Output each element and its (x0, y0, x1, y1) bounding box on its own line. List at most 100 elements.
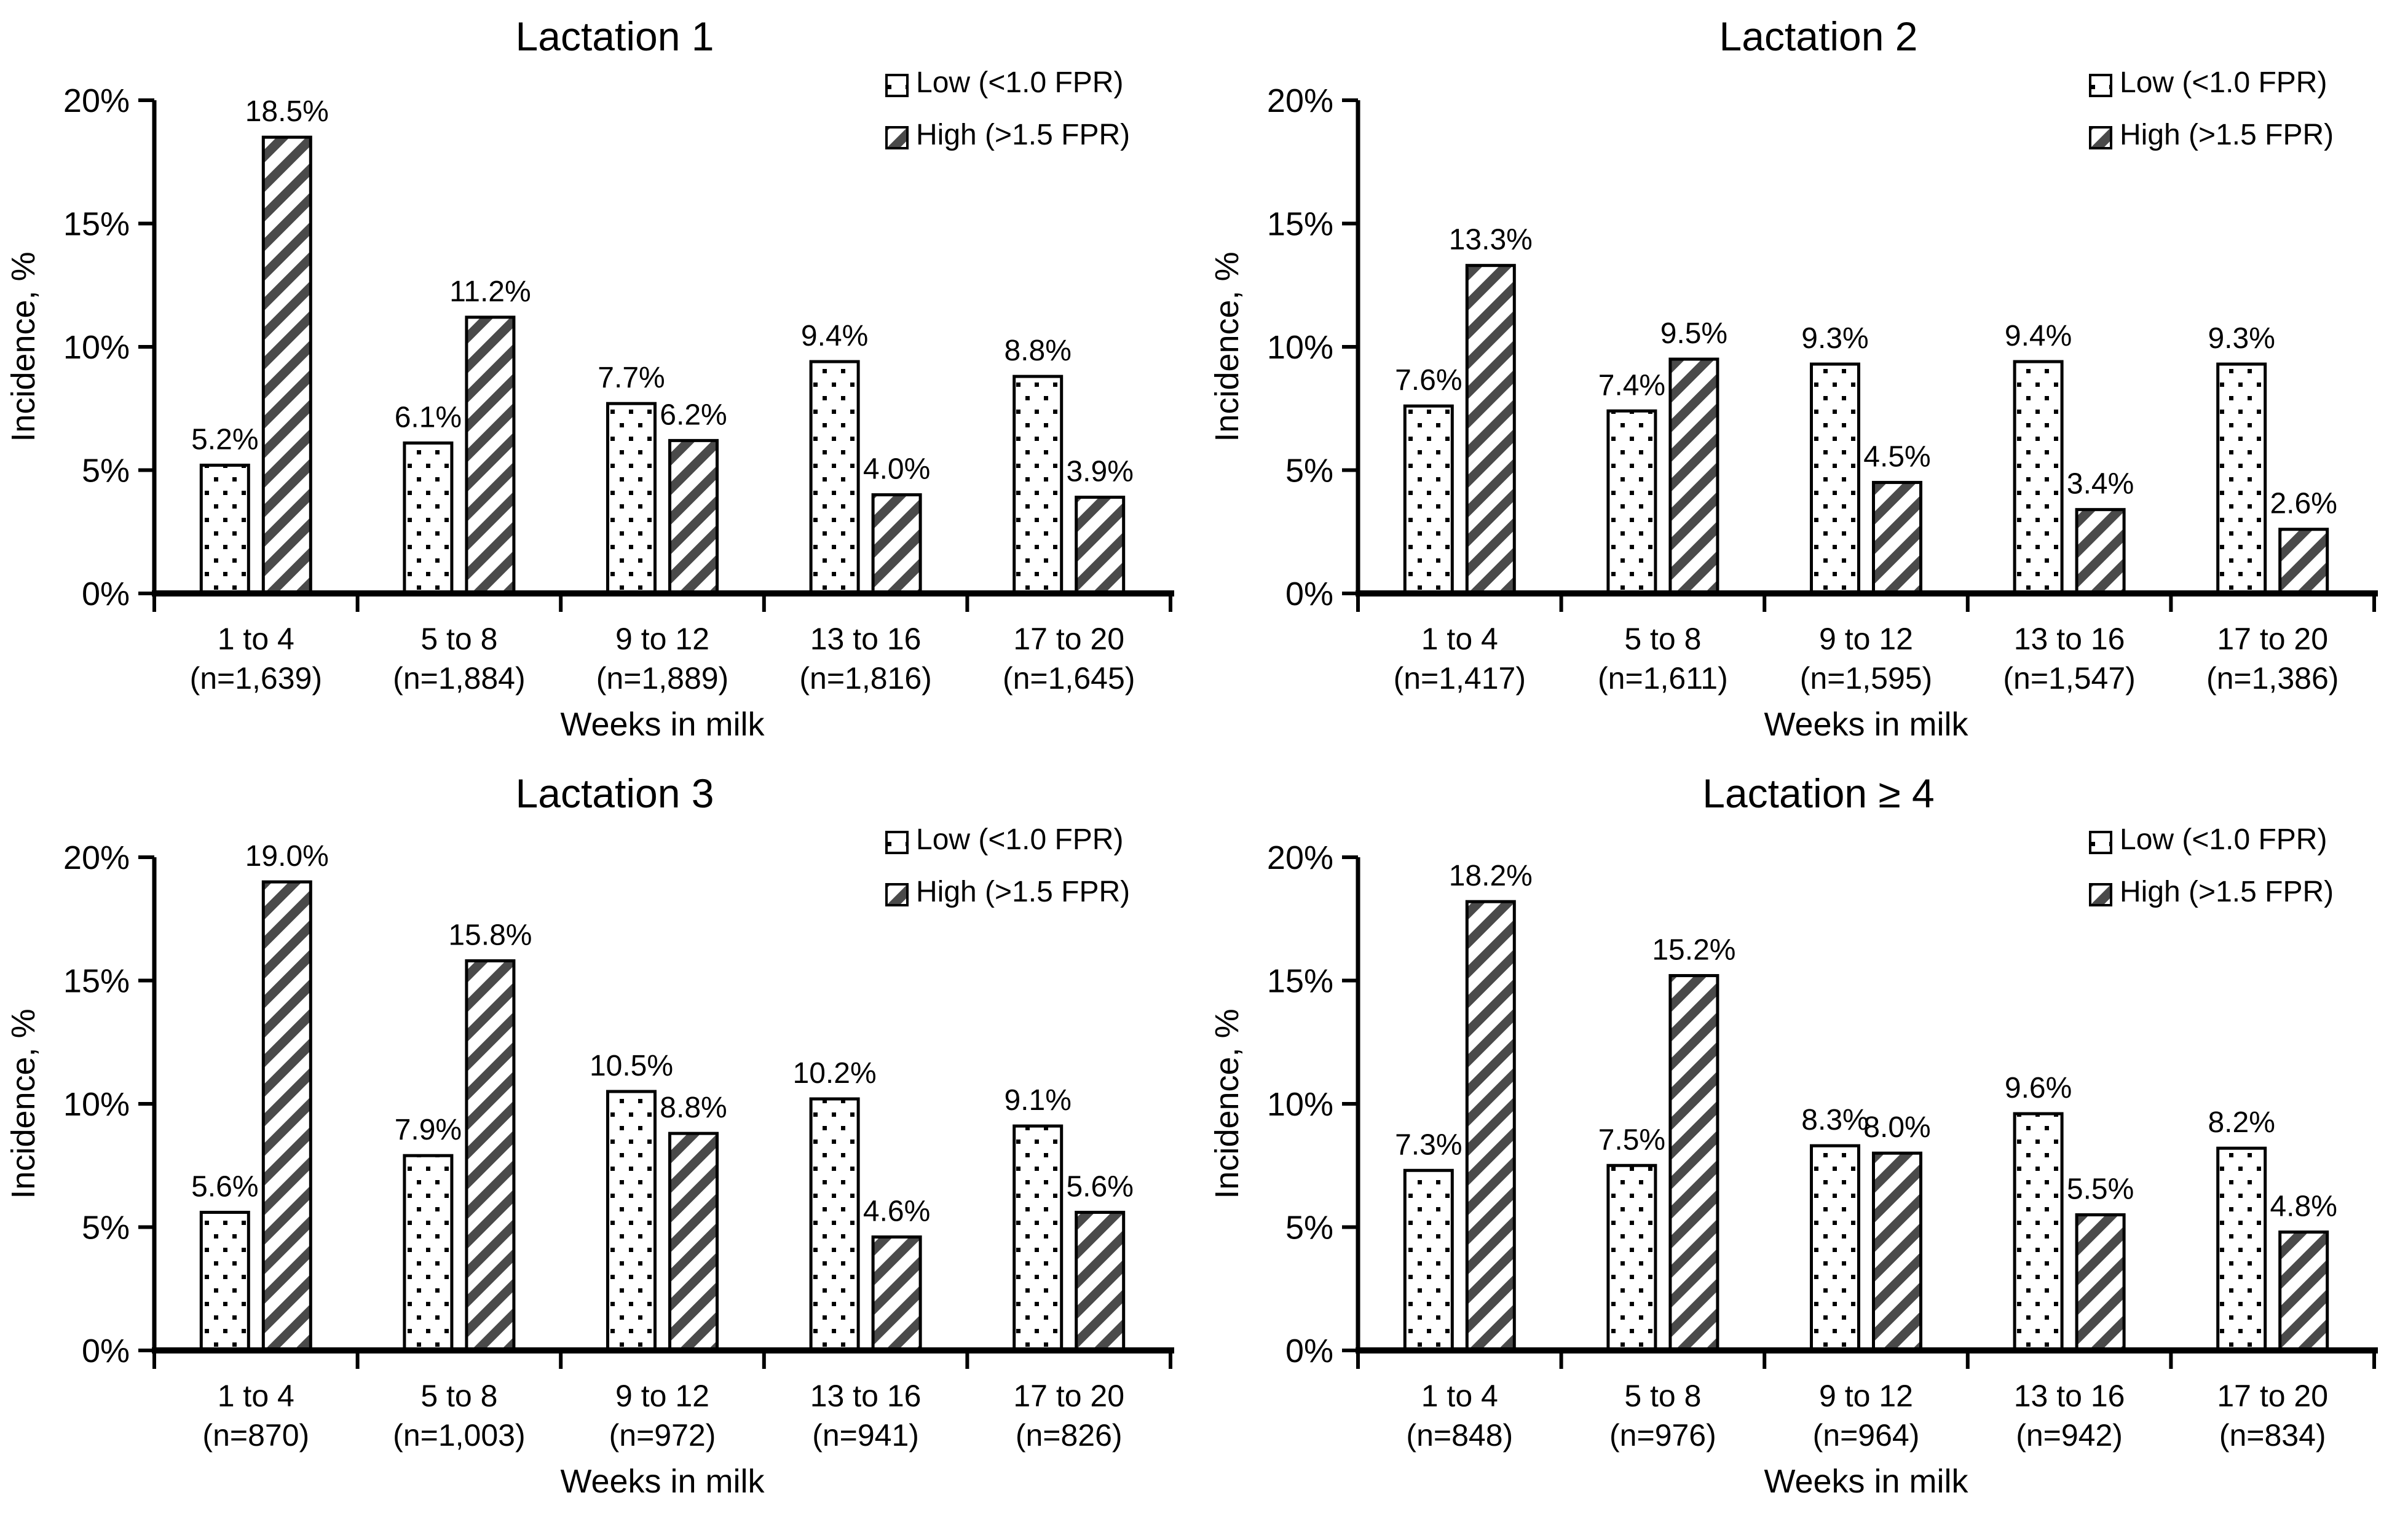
y-axis-title: Incidence, % (1209, 252, 1245, 442)
value-label-low-group2: 7.4% (1598, 369, 1665, 402)
y-tick-label: 0% (1285, 576, 1333, 612)
value-label-low-group3: 8.3% (1801, 1104, 1868, 1136)
bar-high-group3 (668, 1132, 719, 1352)
y-tick-label: 20% (63, 839, 130, 876)
value-label-high-group3: 8.8% (660, 1092, 727, 1124)
value-label-high-group3: 4.5% (1863, 441, 1930, 474)
bar-low-group3 (606, 1090, 657, 1352)
y-tick-label: 20% (1267, 839, 1333, 876)
category-label: 17 to 20 (2217, 1379, 2328, 1413)
y-tick-label: 20% (1267, 82, 1333, 119)
value-label-low-group2: 7.9% (395, 1114, 462, 1146)
bar-low-group1 (1403, 1168, 1454, 1352)
value-label-low-group5: 8.8% (1004, 335, 1071, 367)
bar-low-group5 (2216, 1146, 2267, 1352)
value-label-low-group4: 9.4% (2005, 320, 2072, 352)
legend-swatch-high (2089, 126, 2112, 149)
value-label-high-group5: 5.6% (1066, 1170, 1133, 1203)
legend-label-low: Low (<1.0 FPR) (2120, 66, 2327, 99)
category-n-label: (n=941) (812, 1418, 919, 1453)
bar-high-group1 (1465, 264, 1516, 595)
value-label-low-group1: 5.6% (191, 1170, 258, 1203)
legend-label-low: Low (<1.0 FPR) (916, 66, 1123, 99)
category-n-label: (n=1,417) (1394, 661, 1526, 696)
value-label-high-group3: 6.2% (660, 398, 727, 431)
legend-label-low: Low (<1.0 FPR) (916, 823, 1123, 856)
bar-low-group4 (809, 1097, 860, 1352)
category-label: 9 to 12 (615, 622, 709, 656)
x-axis-title: Weeks in milk (560, 706, 765, 743)
legend-swatch-low (885, 831, 909, 854)
bar-low-group1 (199, 463, 250, 595)
legend-swatch-low (2089, 74, 2112, 97)
value-label-high-group2: 15.2% (1652, 933, 1735, 966)
x-axis-title: Weeks in milk (560, 1463, 765, 1500)
value-label-low-group4: 9.6% (2005, 1072, 2072, 1104)
category-n-label: (n=976) (1609, 1418, 1716, 1453)
y-tick-label: 15% (1267, 963, 1333, 1000)
y-tick-label: 0% (82, 1333, 130, 1369)
bar-high-group4 (2075, 508, 2126, 595)
bar-high-group1 (1465, 900, 1516, 1352)
legend-swatch-high (885, 883, 909, 906)
y-axis-title: Incidence, % (5, 252, 42, 442)
bar-high-group3 (1872, 1151, 1922, 1352)
value-label-high-group1: 13.3% (1449, 224, 1533, 256)
value-label-high-group5: 2.6% (2270, 488, 2337, 520)
value-label-high-group5: 3.9% (1066, 456, 1133, 488)
bar-low-group3 (1810, 362, 1860, 595)
bar-low-group2 (1606, 409, 1657, 595)
legend-swatch-low (885, 74, 909, 97)
y-tick-label: 10% (63, 329, 130, 366)
value-label-high-group4: 4.6% (863, 1195, 930, 1228)
legend-swatch-high (885, 126, 909, 149)
category-label: 1 to 4 (1421, 1379, 1498, 1413)
value-label-high-group2: 9.5% (1660, 317, 1727, 350)
category-n-label: (n=1,386) (2206, 661, 2339, 696)
value-label-high-group1: 18.2% (1449, 860, 1533, 892)
bar-high-group1 (261, 135, 312, 595)
category-n-label: (n=1,889) (596, 661, 728, 696)
legend-swatch-low (2089, 831, 2112, 854)
category-n-label: (n=1,611) (1598, 661, 1728, 696)
bar-low-group2 (403, 441, 454, 595)
value-label-high-group1: 18.5% (245, 95, 329, 128)
value-label-low-group1: 7.6% (1395, 364, 1462, 397)
bar-low-group2 (403, 1154, 454, 1352)
bar-low-group5 (1013, 1124, 1064, 1352)
bar-low-group3 (1810, 1144, 1860, 1352)
category-label: 13 to 16 (2014, 622, 2125, 656)
category-n-label: (n=1,645) (1003, 661, 1135, 696)
bar-high-group5 (2278, 528, 2329, 595)
category-n-label: (n=1,595) (1800, 661, 1932, 696)
category-n-label: (n=1,639) (190, 661, 322, 696)
value-label-high-group1: 19.0% (245, 840, 329, 873)
bar-high-group2 (1668, 357, 1719, 595)
legend-swatch-high (2089, 883, 2112, 906)
bar-high-group3 (1872, 481, 1922, 595)
chart-title: Lactation 2 (1719, 14, 1918, 59)
category-n-label: (n=964) (1813, 1418, 1920, 1453)
value-label-low-group3: 9.3% (1801, 322, 1868, 355)
bar-high-group2 (465, 959, 516, 1352)
bar-low-group2 (1606, 1163, 1657, 1352)
category-label: 17 to 20 (1013, 622, 1124, 656)
category-label: 5 to 8 (1624, 1379, 1701, 1413)
bar-high-group4 (2075, 1213, 2126, 1352)
value-label-low-group5: 8.2% (2208, 1106, 2275, 1139)
y-tick-label: 5% (1285, 453, 1333, 489)
value-label-high-group4: 5.5% (2067, 1173, 2134, 1205)
category-label: 1 to 4 (218, 622, 294, 656)
bar-high-group3 (668, 438, 719, 595)
category-n-label: (n=834) (2219, 1418, 2326, 1453)
bar-low-group4 (2013, 1112, 2064, 1352)
bar-low-group4 (809, 360, 860, 595)
category-n-label: (n=1,003) (393, 1418, 525, 1453)
x-axis-title: Weeks in milk (1764, 1463, 1968, 1500)
category-label: 9 to 12 (1819, 622, 1913, 656)
value-label-high-group2: 11.2% (449, 275, 531, 308)
y-tick-label: 10% (63, 1086, 130, 1123)
category-n-label: (n=1,884) (393, 661, 525, 696)
y-tick-label: 15% (63, 963, 130, 1000)
